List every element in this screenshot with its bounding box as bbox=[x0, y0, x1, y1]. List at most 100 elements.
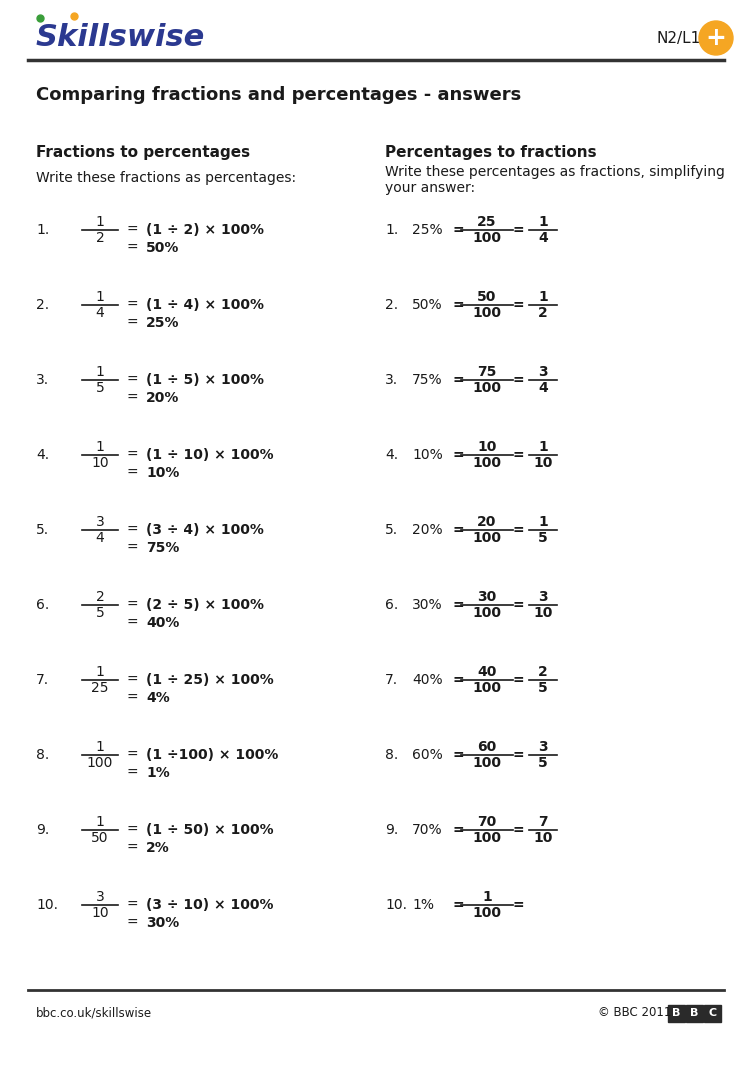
Text: 50: 50 bbox=[91, 831, 109, 845]
Text: 10: 10 bbox=[533, 831, 553, 845]
Text: =: = bbox=[126, 466, 138, 480]
Text: 5.: 5. bbox=[385, 523, 398, 537]
Text: 10.: 10. bbox=[385, 898, 407, 912]
Text: =: = bbox=[126, 599, 138, 612]
Text: 1: 1 bbox=[538, 440, 548, 454]
Text: 10: 10 bbox=[533, 456, 553, 470]
Text: 100: 100 bbox=[472, 756, 502, 770]
Text: 4: 4 bbox=[96, 306, 105, 320]
FancyBboxPatch shape bbox=[704, 1005, 721, 1022]
Text: your answer:: your answer: bbox=[385, 181, 475, 195]
Text: =: = bbox=[512, 823, 523, 837]
Text: +: + bbox=[705, 26, 726, 50]
Text: 30%: 30% bbox=[146, 916, 179, 930]
Text: 1%: 1% bbox=[146, 766, 170, 780]
Text: 4%: 4% bbox=[146, 691, 170, 705]
Text: B: B bbox=[690, 1007, 699, 1018]
Text: 1: 1 bbox=[96, 365, 105, 379]
Text: =: = bbox=[512, 448, 523, 462]
Text: (3 ÷ 10) × 100%: (3 ÷ 10) × 100% bbox=[146, 898, 274, 912]
Text: (1 ÷ 10) × 100%: (1 ÷ 10) × 100% bbox=[146, 448, 274, 462]
Text: 1.: 1. bbox=[36, 223, 49, 237]
Text: 40: 40 bbox=[478, 665, 496, 679]
Text: 7.: 7. bbox=[385, 673, 398, 687]
Text: 3.: 3. bbox=[385, 373, 398, 387]
Text: 4: 4 bbox=[96, 531, 105, 545]
Text: 1: 1 bbox=[96, 290, 105, 304]
Text: 10: 10 bbox=[533, 606, 553, 620]
Text: 30%: 30% bbox=[412, 599, 443, 612]
Text: 1: 1 bbox=[538, 290, 548, 304]
Text: 2.: 2. bbox=[385, 298, 398, 312]
Text: 10: 10 bbox=[478, 440, 496, 454]
Text: =: = bbox=[126, 898, 138, 912]
Text: (1 ÷ 5) × 100%: (1 ÷ 5) × 100% bbox=[146, 373, 264, 387]
Text: Fractions to percentages: Fractions to percentages bbox=[36, 145, 250, 160]
Text: Comparing fractions and percentages - answers: Comparing fractions and percentages - an… bbox=[36, 86, 521, 104]
Text: (1 ÷ 25) × 100%: (1 ÷ 25) × 100% bbox=[146, 673, 274, 687]
Text: Percentages to fractions: Percentages to fractions bbox=[385, 145, 596, 160]
Text: B: B bbox=[672, 1007, 681, 1018]
Text: 5: 5 bbox=[538, 531, 548, 545]
Text: 100: 100 bbox=[472, 606, 502, 620]
Text: 1.: 1. bbox=[385, 223, 399, 237]
Text: 1: 1 bbox=[96, 215, 105, 229]
Text: 3: 3 bbox=[538, 590, 547, 604]
Text: 9.: 9. bbox=[36, 823, 49, 837]
FancyBboxPatch shape bbox=[668, 1005, 685, 1022]
Text: 10: 10 bbox=[91, 906, 109, 920]
Text: 9.: 9. bbox=[385, 823, 399, 837]
Text: 50%: 50% bbox=[412, 298, 443, 312]
Text: =: = bbox=[452, 898, 464, 912]
Text: 75: 75 bbox=[478, 365, 496, 379]
Text: =: = bbox=[126, 616, 138, 630]
Text: 3: 3 bbox=[96, 515, 105, 529]
Text: 5: 5 bbox=[96, 606, 105, 620]
Text: =: = bbox=[512, 298, 523, 312]
Text: =: = bbox=[126, 673, 138, 687]
Text: =: = bbox=[512, 223, 523, 237]
Text: =: = bbox=[126, 241, 138, 255]
Text: =: = bbox=[512, 673, 523, 687]
Text: 100: 100 bbox=[472, 831, 502, 845]
Text: 3.: 3. bbox=[36, 373, 49, 387]
Text: 2: 2 bbox=[96, 590, 105, 604]
Text: 1: 1 bbox=[96, 440, 105, 454]
Text: =: = bbox=[126, 541, 138, 555]
Text: 30: 30 bbox=[478, 590, 496, 604]
Text: Write these fractions as percentages:: Write these fractions as percentages: bbox=[36, 171, 296, 185]
Text: 2%: 2% bbox=[146, 841, 170, 855]
Text: 1%: 1% bbox=[412, 898, 434, 912]
Text: 1: 1 bbox=[538, 215, 548, 229]
Text: © BBC 2011: © BBC 2011 bbox=[598, 1006, 672, 1019]
Text: 100: 100 bbox=[472, 456, 502, 470]
Text: =: = bbox=[126, 766, 138, 780]
Text: 50: 50 bbox=[478, 290, 496, 304]
Text: 1: 1 bbox=[482, 890, 492, 904]
Text: (1 ÷ 2) × 100%: (1 ÷ 2) × 100% bbox=[146, 223, 264, 237]
Text: =: = bbox=[452, 448, 464, 462]
Text: =: = bbox=[452, 223, 464, 237]
Text: 4.: 4. bbox=[385, 448, 398, 462]
Text: 10: 10 bbox=[91, 456, 109, 470]
Text: 25%: 25% bbox=[412, 223, 443, 237]
Text: =: = bbox=[126, 748, 138, 761]
Text: 1: 1 bbox=[96, 740, 105, 754]
Text: 100: 100 bbox=[472, 906, 502, 920]
Text: 20%: 20% bbox=[146, 391, 180, 405]
Text: (1 ÷100) × 100%: (1 ÷100) × 100% bbox=[146, 748, 278, 761]
Text: 70%: 70% bbox=[412, 823, 443, 837]
Text: 5: 5 bbox=[96, 381, 105, 395]
Text: =: = bbox=[512, 373, 523, 387]
Text: 100: 100 bbox=[472, 531, 502, 545]
Text: 5.: 5. bbox=[36, 523, 49, 537]
Text: 1: 1 bbox=[96, 815, 105, 829]
Text: 25: 25 bbox=[478, 215, 497, 229]
Text: =: = bbox=[452, 823, 464, 837]
Text: =: = bbox=[452, 748, 464, 761]
Text: 7.: 7. bbox=[36, 673, 49, 687]
Text: (3 ÷ 4) × 100%: (3 ÷ 4) × 100% bbox=[146, 523, 264, 537]
Text: (1 ÷ 50) × 100%: (1 ÷ 50) × 100% bbox=[146, 823, 274, 837]
Text: 3: 3 bbox=[96, 890, 105, 904]
Text: 75%: 75% bbox=[412, 373, 443, 387]
